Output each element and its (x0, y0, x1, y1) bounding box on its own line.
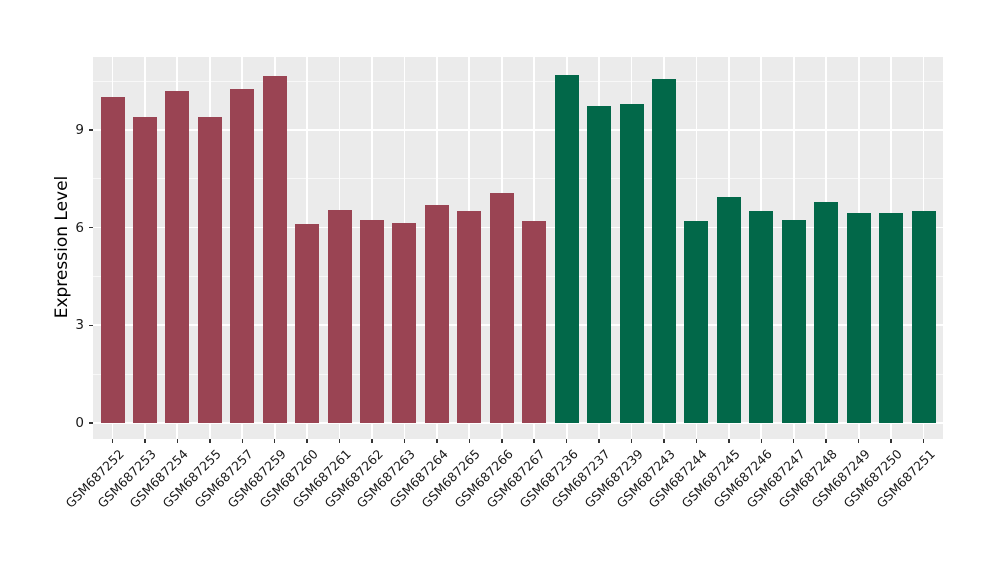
x-tick-mark (111, 439, 114, 443)
bar-GSM687249 (846, 212, 871, 423)
bar-GSM687250 (879, 212, 904, 423)
x-tick-mark (176, 439, 179, 443)
x-tick-mark (728, 439, 730, 443)
gridline-major-h (93, 324, 943, 327)
bar-GSM687263 (392, 222, 417, 423)
bar-GSM687247 (781, 219, 806, 423)
x-tick-mark (306, 439, 308, 443)
bar-GSM687239 (619, 103, 644, 423)
bar-GSM687262 (360, 219, 385, 423)
x-tick-mark (922, 439, 925, 443)
bar-GSM687261 (327, 209, 352, 423)
bar-GSM687246 (749, 211, 774, 423)
x-tick-mark (533, 439, 535, 443)
gridline-major-h (93, 226, 943, 229)
bar-GSM687253 (132, 116, 157, 423)
y-tick-label: 6 (75, 219, 84, 236)
gridline-minor-h (93, 275, 943, 277)
x-tick-mark (144, 439, 146, 443)
bar-GSM687236 (554, 74, 579, 423)
x-tick-mark (760, 439, 763, 443)
x-tick-mark (209, 439, 211, 443)
bar-GSM687266 (489, 193, 514, 423)
bar-GSM687259 (262, 76, 287, 423)
x-tick-mark (371, 439, 373, 443)
bar-GSM687257 (230, 89, 255, 423)
y-tick-mark (89, 324, 93, 327)
plot-panel (93, 57, 943, 439)
bar-GSM687254 (165, 90, 190, 423)
gridline-minor-h (93, 178, 943, 180)
y-tick-mark (89, 226, 93, 229)
x-tick-mark (501, 439, 503, 443)
x-tick-mark (695, 439, 698, 443)
x-tick-mark (792, 439, 795, 443)
y-tick-label: 3 (75, 317, 84, 334)
y-tick-label: 9 (75, 121, 84, 138)
bar-GSM687245 (716, 196, 741, 423)
bar-GSM687260 (295, 224, 320, 423)
gridline-major-h (93, 128, 943, 131)
x-tick-mark (630, 439, 633, 443)
bar-GSM687265 (457, 211, 482, 423)
bar-GSM687248 (814, 201, 839, 423)
x-tick-mark (241, 439, 243, 443)
x-tick-mark (825, 439, 827, 443)
y-tick-label: 0 (75, 415, 84, 431)
y-tick-mark (89, 129, 93, 131)
bar-GSM687243 (651, 79, 676, 423)
y-axis-title: Expression Level (52, 175, 72, 319)
x-tick-mark (663, 439, 665, 443)
gridline-major-h (93, 422, 943, 424)
bar-GSM687251 (911, 211, 936, 423)
x-tick-mark (565, 439, 568, 443)
gridline-minor-h (93, 373, 943, 375)
bar-GSM687255 (197, 116, 222, 423)
x-tick-mark (890, 439, 892, 443)
x-tick-mark (436, 439, 438, 443)
bar-GSM687237 (587, 105, 612, 423)
x-tick-mark (273, 439, 276, 443)
x-tick-mark (857, 439, 860, 443)
bar-GSM687244 (684, 221, 709, 423)
bar-GSM687267 (522, 221, 547, 423)
x-tick-mark (338, 439, 341, 443)
y-tick-mark (89, 422, 93, 424)
bar-GSM687264 (424, 204, 449, 423)
bar-GSM687252 (100, 97, 125, 423)
x-tick-mark (403, 439, 406, 443)
x-tick-mark (598, 439, 600, 443)
x-tick-mark (468, 439, 471, 443)
gridline-minor-h (93, 80, 943, 82)
